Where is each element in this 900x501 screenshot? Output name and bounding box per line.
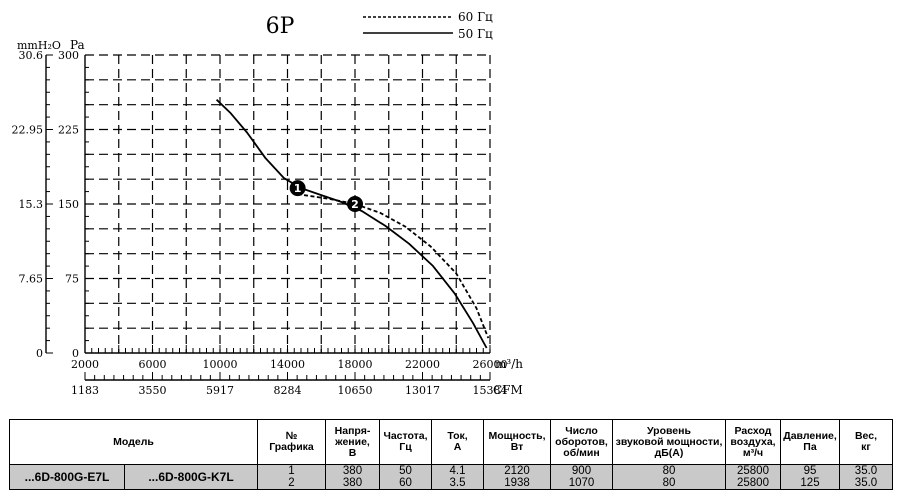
header-weight: Вес, кг bbox=[839, 419, 893, 465]
chart-title: 6P bbox=[266, 14, 295, 39]
fan-curve-chart: 0 75 150 225 300 0 7.65 15.3 22.95 30.6 2000 6000 1… bbox=[12, 10, 524, 397]
y-tick-label-pa: 75 bbox=[65, 273, 79, 286]
x-tick-label-m3h: 2000 bbox=[71, 358, 99, 371]
x-tick-label-cfm: 5917 bbox=[206, 384, 234, 397]
chart-series bbox=[215, 99, 490, 349]
x-tick-label-m3h: 26000 bbox=[473, 358, 508, 371]
y-tick-label-mmh2o: 15.3 bbox=[19, 198, 44, 211]
marker-label-1: 1 bbox=[294, 182, 302, 195]
table-header-row: Модель № Графика Напря-жение, В Частота, Гц… bbox=[9, 419, 893, 465]
x-axis-labels: 2000 6000 10000 14000 18000 22000 26000 1183 355… bbox=[71, 358, 508, 397]
marker-label-2: 2 bbox=[351, 198, 359, 211]
chart-axes bbox=[45, 54, 491, 381]
power-cell: 2120 1938 bbox=[483, 464, 551, 490]
header-graph-no: № Графика bbox=[257, 419, 326, 465]
marker-1 bbox=[289, 180, 306, 197]
y-tick-label-mmh2o: 7.65 bbox=[19, 273, 44, 286]
model-cell-2: ...6D-800G-K7L bbox=[124, 464, 258, 490]
speed-cell: 900 1070 bbox=[550, 464, 613, 490]
header-pressure: Давление, Па bbox=[780, 419, 840, 465]
weight-cell: 35.0 35.0 bbox=[839, 464, 893, 490]
header-airflow: Расход воздуха, м³/ч bbox=[725, 419, 781, 465]
x-tick-label-cfm: 10650 bbox=[338, 384, 373, 397]
x-tick-label-cfm: 1183 bbox=[71, 384, 99, 397]
sound-cell: 80 80 bbox=[612, 464, 726, 490]
x-unit-cfm: CFM bbox=[493, 383, 523, 397]
y-tick-label-mmh2o: 30.6 bbox=[19, 49, 44, 62]
current-cell: 4.1 3.5 bbox=[431, 464, 484, 490]
legend: 60 Гц 50 Гц bbox=[363, 10, 493, 41]
x-tick-label-cfm: 13017 bbox=[405, 384, 440, 397]
chart-markers: 12 bbox=[289, 180, 363, 212]
y-unit-mmh2o: mmH₂O bbox=[17, 39, 61, 52]
y-tick-label-pa: 300 bbox=[58, 49, 79, 62]
x-tick-label-cfm: 15384 bbox=[473, 384, 508, 397]
y-tick-label-pa: 0 bbox=[72, 347, 79, 360]
header-sound: Уровень звуковой мощности, дБ(А) bbox=[612, 419, 726, 465]
x-tick-label-m3h: 14000 bbox=[270, 358, 305, 371]
header-model: Модель bbox=[9, 419, 258, 465]
y-tick-label-mmh2o: 22.95 bbox=[12, 124, 44, 137]
x-tick-label-m3h: 22000 bbox=[405, 358, 440, 371]
pressure-cell: 95 125 bbox=[780, 464, 840, 490]
x-unit-m3h: m³/h bbox=[495, 357, 523, 371]
y-tick-label-pa: 150 bbox=[58, 198, 79, 211]
header-speed: Число оборотов, об/мин bbox=[550, 419, 613, 465]
x-tick-label-cfm: 3550 bbox=[139, 384, 167, 397]
header-current: Ток, А bbox=[431, 419, 484, 465]
spec-table: Модель № Графика Напря-жение, В Частота, Гц… bbox=[9, 419, 893, 490]
y-unit-pa: Pa bbox=[70, 38, 85, 52]
series-line-60hz bbox=[297, 193, 490, 339]
chart-grid bbox=[85, 54, 491, 353]
x-tick-label-m3h: 6000 bbox=[139, 358, 167, 371]
y-tick-label-mmh2o: 0 bbox=[36, 347, 43, 360]
marker-2 bbox=[347, 196, 363, 212]
x-tick-label-cfm: 8284 bbox=[274, 384, 302, 397]
header-power: Мощность, Вт bbox=[483, 419, 551, 465]
frequency-cell: 50 60 bbox=[379, 464, 432, 490]
model-cell-1: ...6D-800G-E7L bbox=[9, 464, 125, 490]
header-voltage: Напря-жение, В bbox=[325, 419, 380, 465]
airflow-cell: 25800 25800 bbox=[725, 464, 781, 490]
legend-label-50hz: 50 Гц bbox=[458, 27, 493, 41]
x-tick-label-m3h: 18000 bbox=[338, 358, 373, 371]
voltage-cell: 380 380 bbox=[325, 464, 380, 490]
y-axis-labels: 0 75 150 225 300 0 7.65 15.3 22.95 30.6 bbox=[12, 49, 80, 360]
y-tick-label-pa: 225 bbox=[58, 124, 79, 137]
header-frequency: Частота, Гц bbox=[379, 419, 432, 465]
x-tick-label-m3h: 10000 bbox=[203, 358, 238, 371]
series-line-50hz bbox=[215, 99, 488, 349]
legend-label-60hz: 60 Гц bbox=[458, 10, 493, 24]
